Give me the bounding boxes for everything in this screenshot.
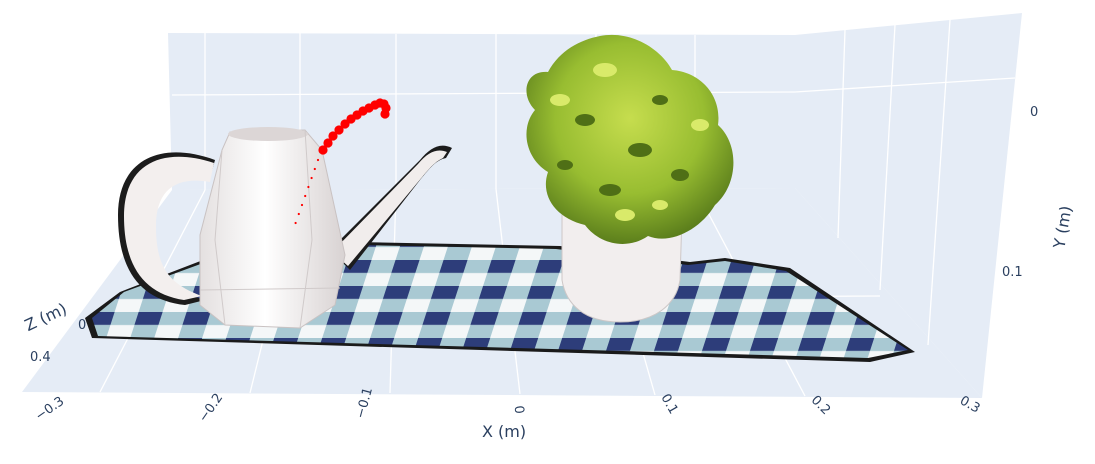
grid-line [794,77,1016,93]
watering-can-handle-light [124,156,214,300]
leaf-shadow [599,184,621,196]
trajectory-trace-dot [300,203,304,207]
leaf-highlight [593,63,617,77]
grid-line [927,19,951,346]
z-axis-ticks: 0 0.4 [30,318,86,365]
z-tick-label: 0 [78,318,86,333]
watering-can-facet [214,149,226,326]
trajectory-trace-dot [310,176,313,180]
trajectory-point[interactable] [334,125,344,135]
leaf-shadow [575,114,595,126]
leaf-highlight [652,200,668,210]
leaf-shadow [671,169,689,181]
watering-can-opening [228,127,308,141]
leaf-shadow [628,143,652,157]
y-tick-label: 0.1 [1002,265,1023,280]
trajectory-trace-dot [313,167,316,171]
trajectory-series [294,98,391,225]
z-tick-label: 0.4 [30,350,51,365]
grid-line [837,29,846,239]
foliage-highlights [550,63,709,221]
y-axis-title: Y (m) [1049,204,1075,251]
leaf-highlight [550,94,570,106]
watering-can-cloud [118,127,452,329]
x-tick-label: −0.3 [33,394,67,424]
leaf-shadow [557,160,573,170]
trajectory-trace-dot [307,185,310,189]
plant-foliage [526,34,734,244]
trajectory-point[interactable] [323,138,333,148]
watering-can-facet [299,129,313,329]
y-tick-label: 0 [1030,105,1038,120]
trajectory-trace-dot [297,212,300,216]
trajectory-point[interactable] [318,145,328,155]
foliage-shadows [557,95,689,196]
z-axis-title: Z (m) [22,299,70,335]
trajectory-trace-dot [304,194,307,198]
right-wall [795,13,1022,398]
leaf-highlight [691,119,709,131]
leaf-highlight [615,209,635,221]
trajectory-trace-dot [294,221,297,225]
x-tick-label: −0.2 [196,391,226,425]
x-tick-label: 0 [511,405,527,415]
watering-can-spout-light [332,150,447,266]
y-axis-ticks: 0 0.1 [1002,105,1038,280]
trajectory-trace-dot [316,158,320,162]
x-axis-title: X (m) [482,422,526,441]
watering-can-facet [199,287,341,291]
trajectory-point[interactable] [380,109,390,119]
leaf-shadow [652,95,668,105]
trajectory-point[interactable] [328,131,338,141]
grid-line [879,24,896,291]
potted-plant-cloud [526,34,734,323]
